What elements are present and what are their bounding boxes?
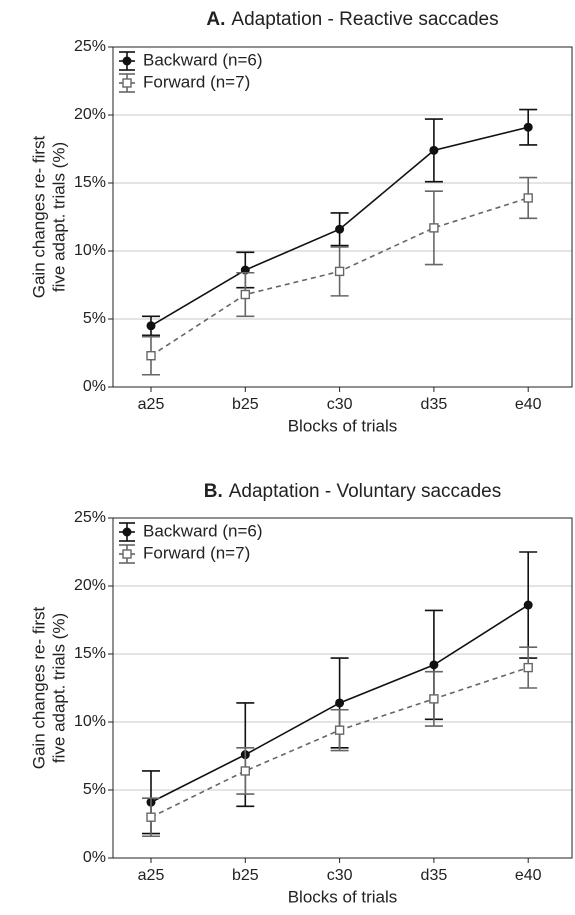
x-axis-label: Blocks of trials — [288, 887, 398, 906]
y-tick-label: 5% — [83, 310, 106, 327]
y-tick-label: 25% — [74, 38, 106, 55]
point — [429, 694, 439, 704]
y-axis-label: Gain changes re- first — [29, 135, 48, 298]
y-tick-label: 20% — [74, 577, 106, 594]
y-tick-label: 0% — [83, 849, 106, 866]
y-tick-label: 5% — [83, 781, 106, 798]
point — [429, 145, 439, 155]
legend-label: Forward (n=7) — [143, 72, 250, 91]
panel-label: B. — [204, 481, 223, 502]
point — [334, 266, 345, 277]
point — [523, 193, 533, 203]
plot-frame — [112, 517, 573, 859]
y-tick-label: 0% — [83, 378, 106, 395]
y-axis-label: Gain changes re- first — [29, 606, 48, 769]
legend-marker — [122, 56, 132, 66]
point — [146, 351, 156, 361]
point — [429, 223, 439, 233]
chart-title: B. Adaptation - Voluntary saccades — [204, 481, 502, 502]
point — [429, 660, 439, 670]
title-text: Adaptation - Voluntary saccades — [229, 481, 502, 502]
legend-marker — [122, 527, 132, 537]
title-text: Adaptation - Reactive saccades — [231, 9, 498, 30]
x-tick-label: e40 — [515, 867, 542, 884]
point — [335, 224, 345, 234]
x-tick-label: a25 — [138, 396, 165, 413]
point — [146, 321, 156, 331]
y-axis-label: five adapt. trials (%) — [49, 142, 68, 292]
point — [240, 766, 251, 776]
y-tick-label: 25% — [74, 509, 106, 526]
chart-title: A. Adaptation - Reactive saccades — [206, 9, 498, 30]
legend-marker — [122, 78, 132, 88]
legend-label: Backward (n=6) — [143, 521, 263, 540]
x-tick-label: e40 — [515, 396, 542, 413]
point — [335, 698, 345, 708]
x-tick-label: d35 — [421, 396, 448, 413]
point — [146, 812, 156, 822]
legend-label: Backward (n=6) — [143, 50, 263, 69]
y-tick-label: 15% — [74, 174, 106, 191]
y-tick-label: 10% — [74, 713, 106, 730]
plot-frame — [112, 46, 573, 388]
point — [240, 289, 251, 300]
point — [523, 600, 533, 610]
panel-label: A. — [206, 9, 225, 30]
x-tick-label: c30 — [327, 867, 353, 884]
x-tick-label: a25 — [138, 867, 165, 884]
x-axis-label: Blocks of trials — [288, 416, 398, 435]
point — [523, 662, 533, 673]
legend-label: Forward (n=7) — [143, 543, 250, 562]
x-tick-label: b25 — [232, 867, 259, 884]
y-tick-label: 15% — [74, 645, 106, 662]
x-tick-label: b25 — [232, 396, 259, 413]
x-tick-label: d35 — [421, 867, 448, 884]
legend-marker — [122, 549, 132, 559]
x-tick-label: c30 — [327, 396, 353, 413]
y-tick-label: 20% — [74, 106, 106, 123]
point — [523, 122, 533, 132]
y-tick-label: 10% — [74, 242, 106, 259]
point — [334, 725, 345, 735]
y-axis-label: five adapt. trials (%) — [49, 613, 68, 763]
